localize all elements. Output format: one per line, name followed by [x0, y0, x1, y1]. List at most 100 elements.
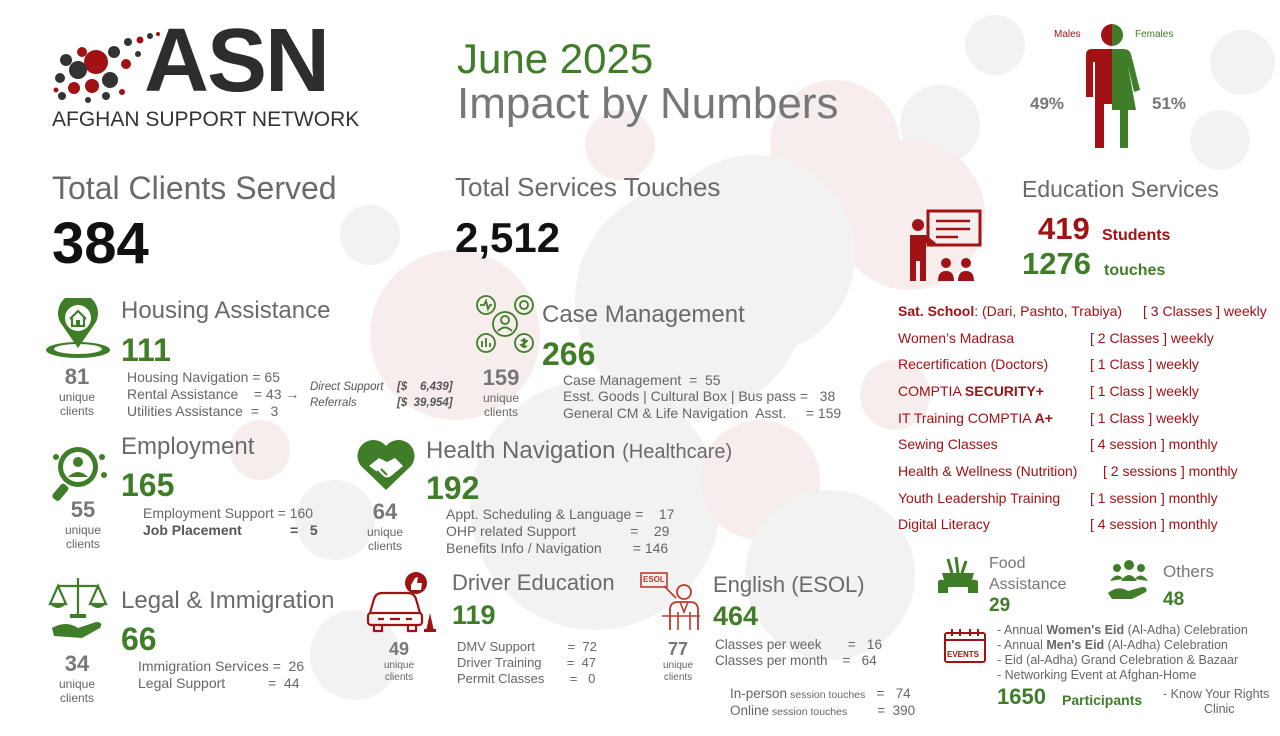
community-hand-icon — [1108, 560, 1148, 599]
housing-item-3: Utilities Assistance = 3 — [127, 403, 279, 419]
esol-item-4-c: = 390 — [847, 703, 916, 718]
education-row-detail: [ 1 Class ] weekly — [1090, 383, 1199, 399]
driver-unique-count: 49 — [388, 639, 410, 659]
males-label: Males — [1054, 29, 1081, 40]
legal-value: 66 — [121, 621, 157, 657]
education-row-detail: [ 4 session ] monthly — [1090, 516, 1218, 532]
males-percent: 49% — [1030, 94, 1065, 113]
health-title-suffix: (Healthcare) — [622, 441, 733, 463]
employment-unique-count: 55 — [70, 497, 96, 522]
car-like-icon — [366, 572, 436, 633]
esol-unique-label: unique clients — [662, 660, 694, 683]
education-row-label: Women’s Madrasa — [898, 330, 1015, 346]
page-title: Impact by Numbers — [457, 79, 839, 128]
education-title: Education Services — [1022, 176, 1219, 202]
employment-title: Employment — [121, 433, 255, 460]
driver-value: 119 — [452, 600, 496, 630]
health-item-3: Benefits Info / Navigation = 146 — [446, 540, 669, 556]
females-label: Females — [1135, 29, 1174, 40]
education-row: Health & Wellness (Nutrition) [ 2 sessio… — [898, 463, 1238, 479]
employment-item-1: Employment Support = 160 — [143, 505, 314, 521]
employment-item-2-label: Job Placement — [143, 522, 242, 538]
education-row-sat-school: Sat. School: (Dari, Pashto, Trabiya) [ 3… — [898, 303, 1267, 319]
referrals-label: Referrals — [310, 397, 357, 409]
referrals-value: [$ 39,954] — [397, 397, 453, 409]
housing-unique: 81 unique clients — [48, 364, 106, 418]
participants-label: Participants — [1062, 692, 1143, 708]
legal-unique-count: 34 — [64, 651, 90, 676]
education-row-label: IT Training COMPTIA — [898, 410, 1035, 426]
legal-unique: 34 unique clients — [48, 651, 106, 705]
event-item-post: (Al-Adha) Celebration — [1124, 623, 1248, 637]
health-value: 192 — [426, 470, 480, 506]
scales-hand-icon — [48, 578, 108, 638]
case-management-item-3: General CM & Life Navigation Asst. = 159 — [563, 405, 842, 421]
food-title-line2: Assistance — [989, 576, 1067, 593]
calendar-icon — [944, 629, 986, 663]
event-item-last-cont: Clinic — [1204, 702, 1235, 716]
students-label: Students — [1102, 227, 1171, 244]
housing-value: 111 — [121, 332, 171, 368]
females-percent: 51% — [1152, 94, 1187, 113]
events-icon-label: EVENTS — [947, 650, 980, 659]
esol-icon: ESOL — [640, 572, 706, 634]
housing-unique-count: 81 — [64, 364, 90, 389]
case-management-value: 266 — [542, 336, 596, 372]
total-clients-value: 384 — [52, 211, 149, 276]
direct-support-label: Direct Support — [310, 381, 384, 393]
touches-label: touches — [1104, 262, 1166, 279]
participants-value: 1650 — [997, 684, 1046, 709]
male-female-icon — [1086, 24, 1140, 148]
education-row-label: Health & Wellness (Nutrition) — [898, 463, 1078, 479]
esol-item-3-a: In-person — [730, 686, 788, 701]
housing-item-1: Housing Navigation = 65 — [127, 369, 280, 385]
esol-item-3: In-person session touches = 74 — [715, 670, 911, 719]
direct-support-value: [$ 6,439] — [397, 381, 453, 393]
esol-unique-count: 77 — [667, 639, 689, 659]
touches-value: 1276 — [1022, 246, 1091, 281]
driver-title: Driver Education — [452, 570, 615, 595]
event-item-bold: Men's Eid — [1046, 638, 1105, 652]
students-value: 419 — [1038, 211, 1090, 246]
event-item: - Annual Women's Eid (Al-Adha) Celebrati… — [997, 623, 1248, 639]
health-unique: 64 unique clients — [356, 499, 414, 553]
employment-item-2-value: = 5 — [290, 522, 318, 538]
education-row: COMPTIA SECURITY+ [ 1 Class ] weekly — [898, 383, 1199, 399]
esol-item-1: Classes per week = 16 — [715, 637, 882, 652]
event-item-pre: - Networking Event at Afghan-Home — [997, 668, 1197, 682]
health-title-main: Health Navigation — [426, 437, 616, 464]
driver-unique-label: unique clients — [383, 660, 415, 683]
house-pin-icon — [46, 298, 110, 358]
health-item-2: OHP related Support = 29 — [446, 523, 670, 539]
esol-icon-label: ESOL — [643, 575, 665, 584]
sat-school-languages: : (Dari, Pashto, Trabiya) — [974, 303, 1123, 319]
legal-title: Legal & Immigration — [121, 587, 335, 614]
housing-item-2: Rental Assistance = 43 → — [127, 386, 300, 402]
education-row-label-bold: SECURITY+ — [964, 383, 1044, 399]
event-item-pre: - Annual — [997, 623, 1047, 637]
driver-unique: 49 unique clients — [371, 639, 427, 684]
logo-text: ASN — [144, 11, 330, 111]
heart-handshake-icon — [357, 439, 415, 490]
others-value: 48 — [1163, 589, 1185, 610]
event-item: - Eid (al-Adha) Grand Celebration & Baza… — [997, 653, 1238, 669]
case-management-unique-label: unique clients — [482, 391, 520, 419]
education-row-detail: [ 1 Class ] weekly — [1090, 410, 1199, 426]
legal-item-2: Legal Support = 44 — [138, 675, 300, 691]
health-unique-label: unique clients — [366, 525, 404, 553]
driver-item-3: Permit Classes = 0 — [457, 671, 596, 686]
employment-unique: 55 unique clients — [54, 497, 112, 551]
case-management-icon — [476, 295, 534, 353]
food-title-line1: Food — [989, 555, 1026, 572]
event-item: - Networking Event at Afghan-Home — [997, 668, 1196, 684]
employment-search-icon — [52, 447, 107, 501]
driver-item-2: Driver Training = 47 — [457, 655, 597, 670]
health-unique-count: 64 — [372, 499, 398, 524]
legal-item-1: Immigration Services = 26 — [138, 658, 305, 674]
employment-value: 165 — [121, 467, 175, 503]
health-item-1: Appt. Scheduling & Language = 17 — [446, 506, 675, 522]
esol-title: English (ESOL) — [713, 572, 865, 597]
esol-value: 464 — [713, 601, 759, 631]
event-item-pre: - Annual — [997, 638, 1047, 652]
logo: ASN AFGHAN SUPPORT NETWORK — [52, 16, 362, 136]
